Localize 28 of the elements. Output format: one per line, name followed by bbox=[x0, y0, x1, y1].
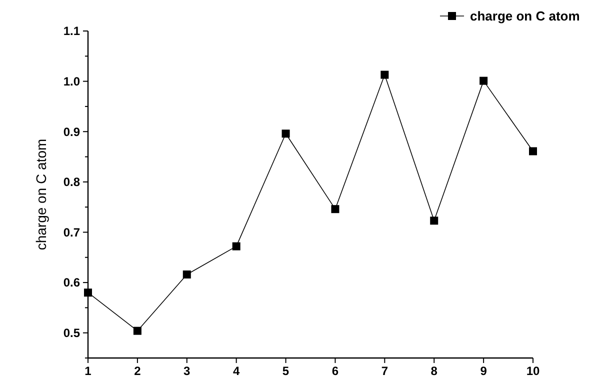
y-tick-label: 0.7 bbox=[63, 225, 80, 240]
legend-label: charge on C atom bbox=[470, 8, 580, 24]
point bbox=[380, 70, 389, 79]
x-tick-label: 10 bbox=[526, 364, 540, 378]
point bbox=[182, 270, 191, 278]
point bbox=[133, 326, 142, 335]
x-tick-label: 2 bbox=[134, 364, 142, 378]
y-axis-title: charge on C atom bbox=[33, 138, 49, 250]
point bbox=[232, 242, 240, 250]
point bbox=[480, 76, 488, 85]
x-tick-label: 9 bbox=[480, 364, 488, 378]
x-tick-label: 8 bbox=[430, 364, 438, 378]
x-tick-label: 3 bbox=[184, 364, 191, 378]
x-tick-label: 6 bbox=[332, 364, 339, 378]
point bbox=[430, 216, 438, 225]
x-tick-label: 5 bbox=[282, 364, 290, 378]
point bbox=[529, 147, 537, 156]
y-tick-label: 1.1 bbox=[63, 24, 80, 38]
y-tick-label: 0.9 bbox=[63, 124, 80, 139]
point bbox=[331, 205, 340, 214]
y-tick-label: 0.5 bbox=[63, 326, 80, 340]
y-tick-label: 0.6 bbox=[63, 276, 80, 290]
x-tick-label: 1 bbox=[84, 364, 92, 378]
point bbox=[282, 130, 290, 138]
x-tick-label: 7 bbox=[381, 364, 388, 378]
y-tick-label: 0.8 bbox=[63, 175, 80, 190]
y-tick-label: 1.0 bbox=[63, 74, 80, 89]
x-tick-label: 4 bbox=[232, 364, 240, 378]
